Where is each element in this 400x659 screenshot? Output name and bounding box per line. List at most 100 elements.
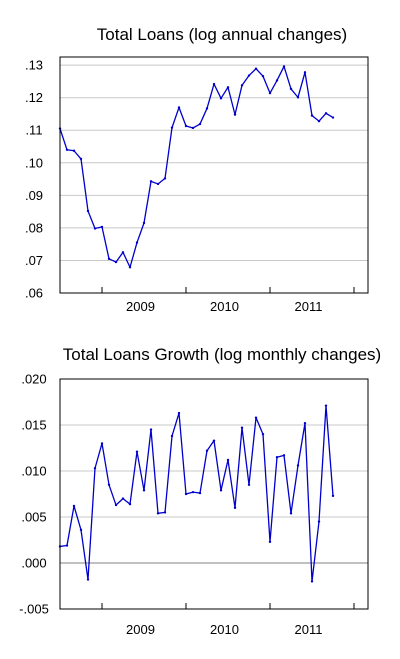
data-point	[121, 497, 125, 500]
data-point	[247, 74, 251, 77]
data-point	[65, 544, 69, 547]
data-point	[93, 227, 97, 230]
data-point	[170, 126, 174, 129]
data-point	[303, 71, 307, 74]
data-point	[100, 225, 104, 229]
data-point	[79, 528, 83, 532]
data-point	[317, 520, 321, 523]
x-tick-label: 2010	[210, 299, 239, 314]
data-point	[212, 439, 216, 442]
y-tick-label: .015	[21, 418, 46, 433]
data-point	[107, 483, 111, 486]
y-tick-label: .08	[25, 220, 43, 235]
data-point	[233, 506, 237, 509]
data-point	[121, 251, 125, 254]
y-tick-label: .005	[21, 510, 46, 525]
data-point	[177, 106, 181, 109]
data-point	[72, 149, 76, 152]
data-point	[135, 450, 139, 453]
y-tick-label: -.005	[19, 602, 49, 617]
data-point	[247, 483, 251, 486]
data-point	[198, 491, 202, 495]
data-point	[163, 177, 167, 180]
data-point	[135, 241, 139, 244]
data-point	[191, 490, 195, 494]
y-tick-label: .13	[25, 58, 43, 73]
data-point	[310, 580, 314, 583]
data-point	[289, 87, 293, 91]
data-point	[72, 504, 76, 508]
data-point	[86, 578, 90, 581]
chart-annual-changes: Total Loans (log annual changes) .06 .07 .0…	[25, 25, 369, 314]
data-point	[254, 67, 258, 70]
data-point	[226, 86, 230, 89]
data-point	[114, 260, 118, 264]
x-tick-label: 2009	[126, 299, 155, 314]
data-point	[142, 221, 146, 225]
data-point	[198, 122, 202, 126]
data-point	[331, 116, 335, 119]
data-point	[310, 114, 314, 117]
y-tick-label: .07	[25, 253, 43, 268]
data-point	[65, 148, 69, 151]
data-point	[275, 79, 279, 82]
data-point	[296, 96, 300, 99]
data-point	[156, 182, 160, 186]
data-point	[226, 458, 230, 462]
data-point	[205, 449, 209, 452]
data-point	[107, 257, 111, 261]
data-point	[177, 411, 181, 415]
y-tick-label: .06	[25, 286, 43, 301]
data-point	[128, 266, 132, 269]
data-point	[282, 65, 286, 68]
data-point	[282, 454, 286, 457]
data-point	[240, 426, 244, 429]
y-tick-label: .010	[21, 464, 46, 479]
data-point	[324, 404, 328, 407]
chart-monthly-changes: Total Loans Growth (log monthly changes)…	[19, 345, 381, 637]
data-point	[240, 84, 244, 87]
data-point	[254, 416, 258, 419]
x-tick-label: 2011	[295, 622, 323, 637]
data-point	[219, 97, 223, 100]
data-point	[184, 124, 188, 128]
data-point	[156, 512, 160, 515]
y-tick-label: .11	[25, 123, 42, 138]
data-point	[303, 421, 307, 425]
data-point	[142, 489, 146, 492]
y-tick-label: .020	[21, 372, 46, 387]
data-point	[128, 502, 132, 506]
data-point	[170, 434, 174, 438]
series-line	[59, 405, 334, 583]
data-point	[268, 91, 272, 95]
data-point	[261, 75, 265, 78]
data-point	[317, 119, 321, 123]
y-tick-label: .09	[25, 188, 43, 203]
data-point	[163, 511, 167, 514]
data-point	[331, 494, 335, 498]
chart-title: Total Loans (log annual changes)	[97, 25, 347, 44]
data-point	[114, 503, 118, 507]
data-point	[261, 433, 265, 436]
data-point	[79, 157, 83, 161]
data-point	[100, 442, 104, 445]
data-point	[268, 540, 272, 544]
data-point	[191, 126, 195, 130]
x-tick-label: 2009	[126, 622, 155, 637]
y-tick-label: .10	[25, 155, 43, 170]
y-tick-label: .000	[21, 556, 46, 571]
x-tick-label: 2010	[210, 622, 239, 637]
data-point	[205, 107, 209, 110]
data-point	[86, 209, 90, 213]
data-point	[93, 467, 97, 470]
chart-title: Total Loans Growth (log monthly changes)	[63, 345, 381, 364]
data-point	[149, 180, 153, 183]
data-point	[296, 464, 300, 467]
data-point	[149, 428, 153, 431]
data-point	[184, 492, 188, 496]
plot-frame	[59, 56, 369, 294]
data-point	[212, 82, 216, 86]
data-point	[289, 512, 293, 515]
plot-frame	[59, 378, 369, 610]
